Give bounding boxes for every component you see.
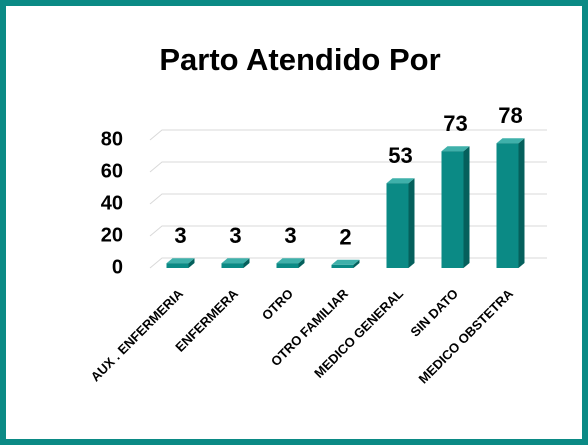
bar: [331, 259, 360, 268]
bar: [441, 146, 470, 268]
bar-front: [276, 263, 299, 268]
bar-side: [353, 259, 360, 268]
y-tick-label: 60: [101, 160, 123, 182]
bar-front: [441, 151, 464, 268]
y-tick-label: 40: [101, 192, 123, 214]
bar-front: [221, 263, 244, 268]
bar-top: [386, 178, 415, 184]
grid-line: [149, 129, 547, 141]
value-label: 73: [443, 111, 467, 136]
bar: [166, 258, 195, 268]
bar-side: [243, 258, 250, 268]
grid-line: [149, 161, 547, 173]
bar-top: [276, 258, 305, 264]
value-label: 3: [284, 223, 296, 248]
grid-line: [149, 257, 547, 269]
value-label: 3: [229, 223, 241, 248]
bar: [496, 138, 525, 268]
bar-front: [166, 263, 189, 268]
bar-top: [166, 258, 195, 264]
bar-top: [221, 258, 250, 264]
bar-side: [518, 138, 525, 268]
bar-front: [331, 264, 354, 268]
bar-top: [496, 138, 525, 144]
y-tick-label: 20: [101, 224, 123, 246]
y-tick-label: 80: [101, 128, 123, 150]
bar-front: [496, 143, 519, 268]
bar-side: [408, 178, 415, 268]
bar-front: [386, 183, 409, 268]
value-label: 2: [339, 225, 351, 250]
chart-title: Parto Atendido Por: [159, 42, 440, 77]
bar: [221, 258, 250, 268]
bar: [386, 178, 415, 268]
bar-side: [298, 258, 305, 268]
value-label: 3: [174, 223, 186, 248]
bar: [276, 258, 305, 268]
grid-line: [149, 193, 547, 205]
bar-side: [188, 258, 195, 268]
bar-top: [331, 259, 360, 265]
grid-line: [149, 225, 547, 237]
value-label: 78: [498, 103, 522, 128]
value-label: 53: [388, 143, 412, 168]
bar-side: [463, 146, 470, 268]
bar-top: [441, 146, 470, 152]
y-tick-label: 0: [112, 256, 123, 278]
